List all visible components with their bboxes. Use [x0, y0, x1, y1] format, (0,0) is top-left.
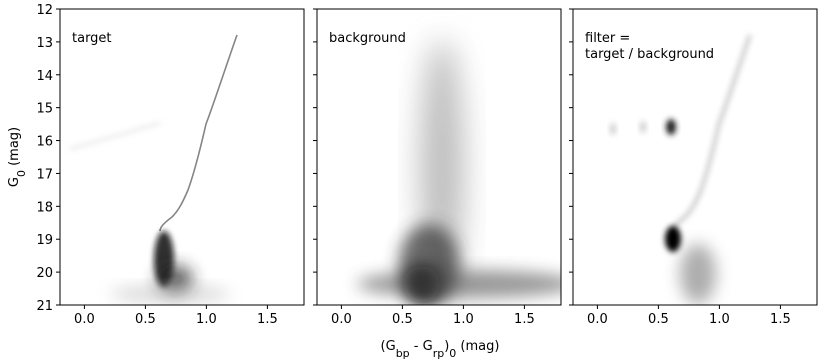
y-tick-label: 20: [36, 266, 53, 281]
x-tick-label: 1.5: [770, 312, 791, 327]
x-tick-label: 1.0: [453, 312, 474, 327]
x-tick-label: 0.5: [135, 312, 156, 327]
label-part: (mag): [456, 339, 499, 354]
subscript: 0: [15, 170, 28, 177]
panel-label: target: [72, 31, 112, 46]
panel-label: background: [329, 31, 406, 46]
y-tick-label: 18: [36, 200, 53, 215]
x-tick-label: 0.0: [587, 312, 608, 327]
panel-frame: [316, 8, 562, 306]
x-tick-label: 0.0: [74, 312, 95, 327]
x-tick-label: 1.5: [514, 312, 535, 327]
y-tick-label: 17: [36, 167, 53, 182]
y-tick-label: 21: [36, 299, 53, 314]
y-axis-label: G0 (mag): [7, 127, 28, 187]
label-part: ): [444, 339, 449, 354]
label-part: (G: [381, 339, 396, 354]
x-tick-label: 1.0: [196, 312, 217, 327]
x-axis-label: (Gbp - Grp)0 (mag): [381, 339, 500, 360]
y-tick-label: 15: [36, 102, 53, 117]
subscript: 0: [449, 347, 456, 360]
y-tick-label: 13: [36, 36, 53, 51]
x-tick-label: 1.0: [709, 312, 730, 327]
y-tick-label: 19: [36, 233, 53, 248]
panel-label: filter =: [585, 31, 630, 46]
label-part: (mag): [7, 127, 22, 170]
y-tick-label: 12: [36, 3, 53, 18]
subscript: rp: [433, 347, 445, 360]
subscript: bp: [396, 347, 410, 360]
density-image: [610, 34, 752, 304]
density-image: [69, 34, 238, 302]
label-part: G: [7, 177, 22, 187]
density-image: [357, 39, 561, 304]
x-tick-label: 0.5: [392, 312, 413, 327]
panel-frame: [59, 8, 305, 306]
y-tick-label: 16: [36, 135, 53, 150]
label-part: - G: [410, 339, 433, 354]
x-tick-label: 0.0: [331, 312, 352, 327]
panel-frame: [572, 8, 818, 306]
x-tick-label: 1.5: [257, 312, 278, 327]
y-tick-label: 14: [36, 69, 53, 84]
x-tick-label: 0.5: [648, 312, 669, 327]
panel-label: target / background: [585, 47, 714, 62]
